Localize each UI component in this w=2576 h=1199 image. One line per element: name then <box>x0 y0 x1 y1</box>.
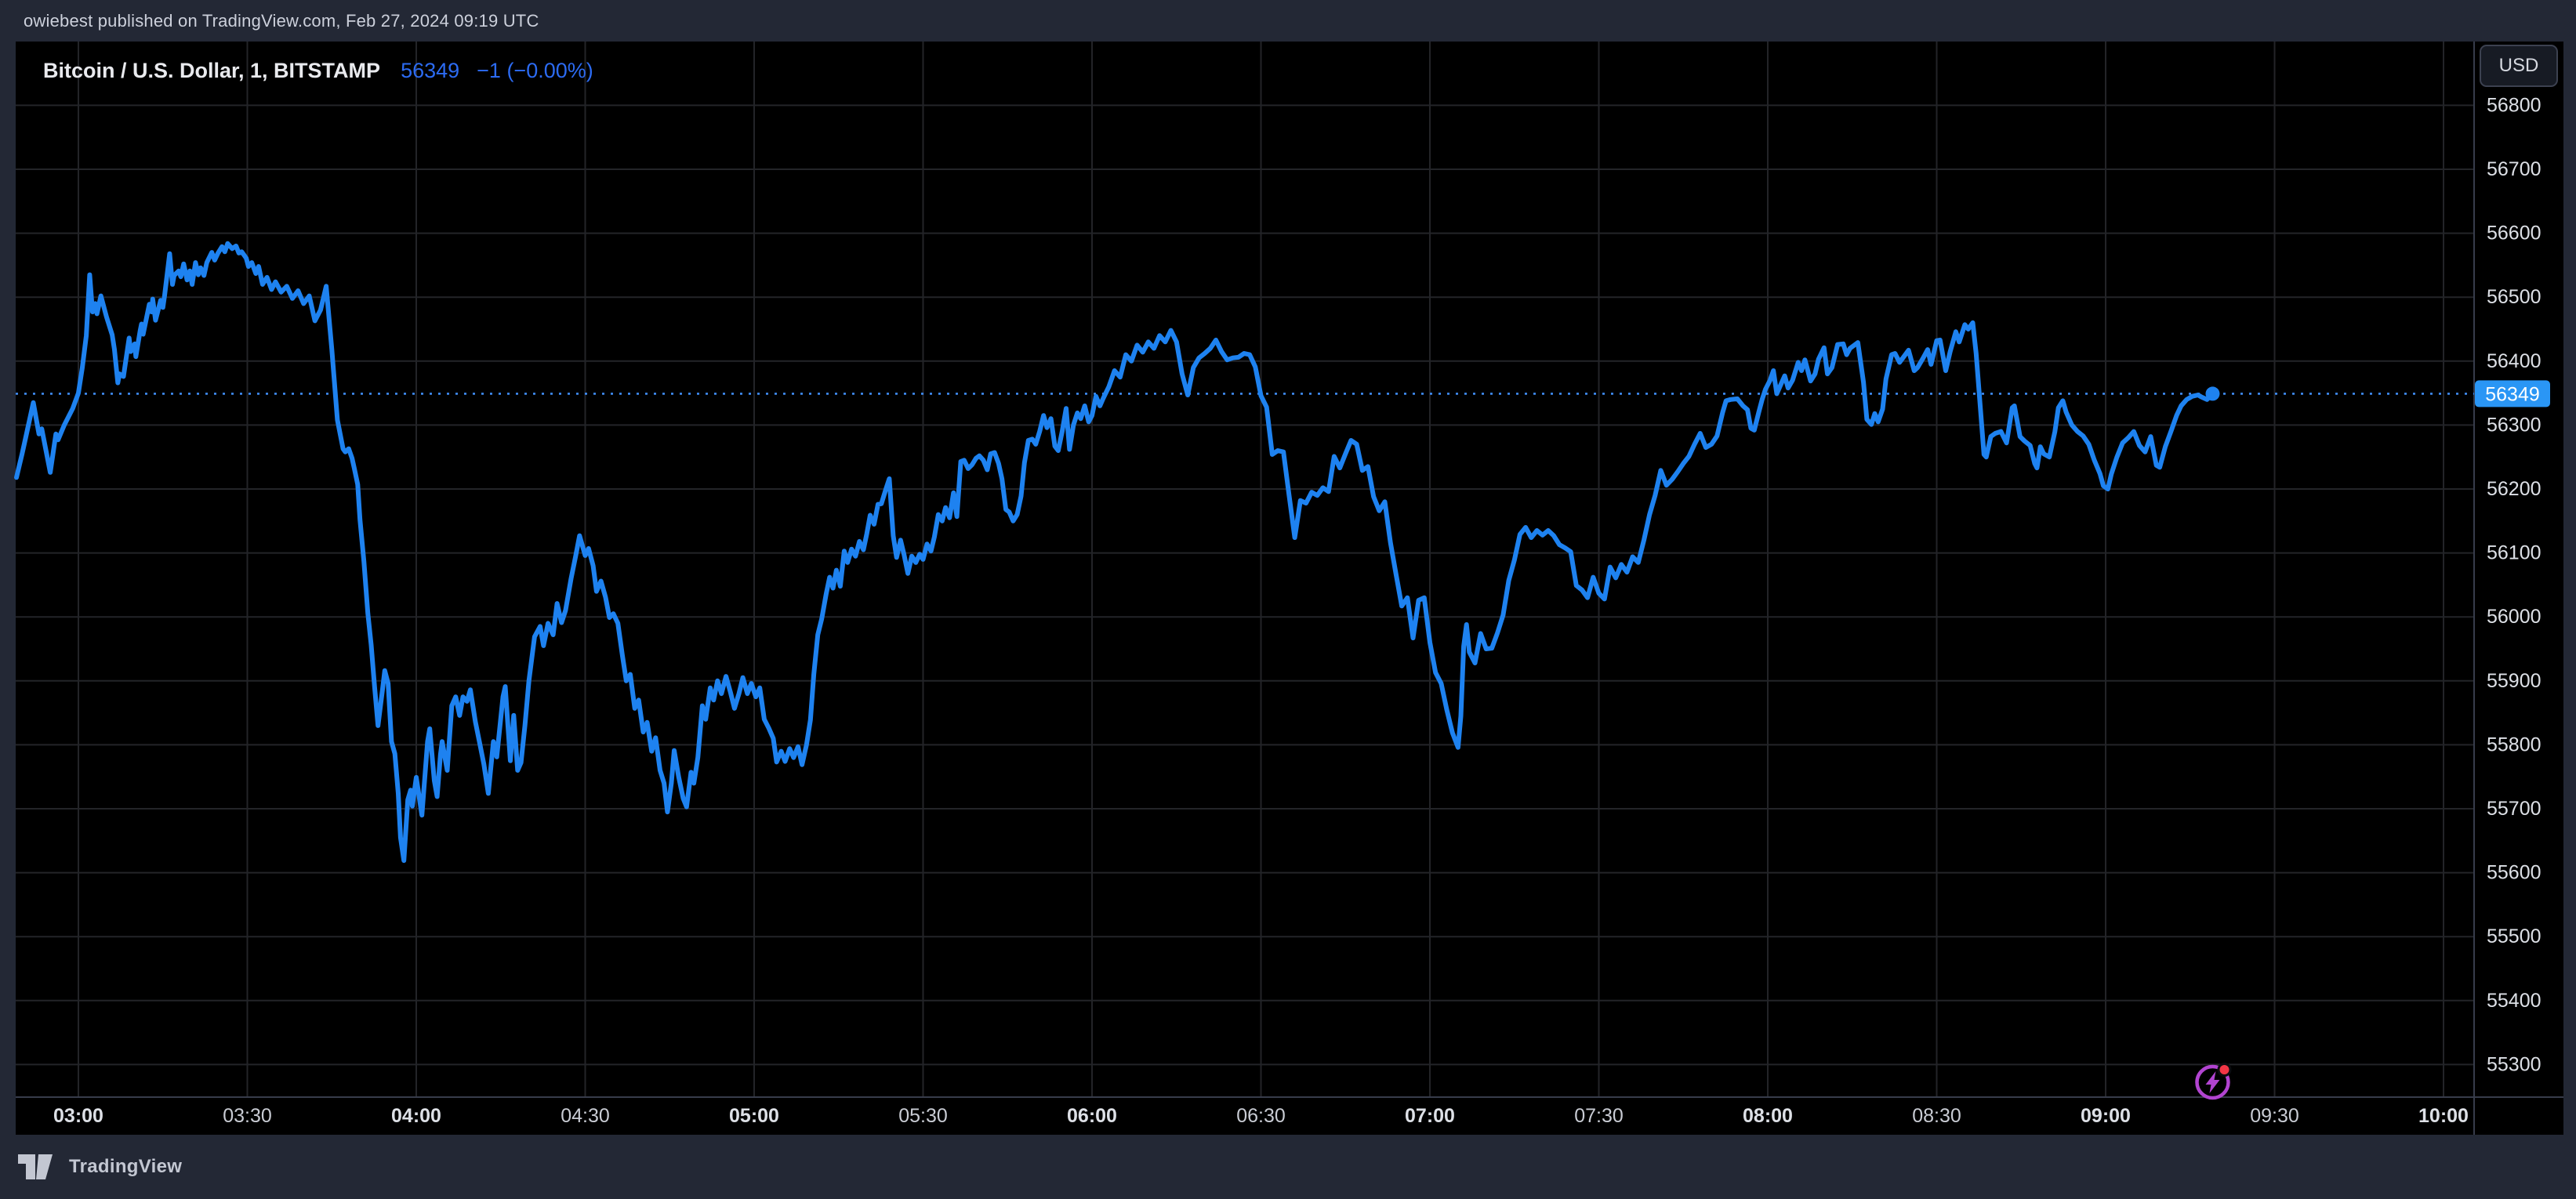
chart-legend[interactable]: Bitcoin / U.S. Dollar, 1, BITSTAMP 56349… <box>43 56 593 85</box>
last-price-tag <box>2475 380 2550 408</box>
time-axis-label[interactable]: 04:30 <box>561 1105 610 1127</box>
time-axis-label[interactable]: 04:00 <box>391 1105 441 1127</box>
tradingview-logo-icon[interactable] <box>17 1154 53 1180</box>
time-axis-label[interactable]: 10:00 <box>2418 1105 2469 1127</box>
currency-unit-button[interactable]: USD <box>2480 45 2558 87</box>
time-axis-label[interactable]: 08:00 <box>1743 1105 1793 1127</box>
time-axis-label[interactable]: 05:30 <box>898 1105 948 1127</box>
attribution-bar: owiebest published on TradingView.com, F… <box>0 0 2576 42</box>
price-line-series <box>14 241 2215 864</box>
price-axis-label[interactable]: 55400 <box>2487 990 2542 1012</box>
price-axis-label[interactable]: 55900 <box>2487 670 2542 692</box>
alert-red-dot <box>2217 1063 2232 1077</box>
time-axis-label[interactable]: 05:00 <box>729 1105 779 1127</box>
price-axis-label[interactable]: 56300 <box>2487 414 2542 436</box>
last-price-tag-value: 56349 <box>2485 383 2540 405</box>
time-axis-label[interactable]: 09:00 <box>2081 1105 2131 1127</box>
time-axis-label[interactable]: 08:30 <box>1912 1105 1961 1127</box>
time-axis-label[interactable]: 09:30 <box>2250 1105 2299 1127</box>
quote-price: 56349 <box>401 58 460 82</box>
time-axis-label[interactable]: 07:00 <box>1405 1105 1455 1127</box>
time-axis-label[interactable]: 03:30 <box>223 1105 272 1127</box>
time-axis-label[interactable]: 06:30 <box>1236 1105 1286 1127</box>
symbol-title[interactable]: Bitcoin / U.S. Dollar, 1, BITSTAMP <box>43 58 381 82</box>
tradingview-brand-text[interactable]: TradingView <box>69 1156 183 1177</box>
price-axis-label[interactable]: 56800 <box>2487 94 2542 116</box>
price-axis-label[interactable]: 55700 <box>2487 798 2542 820</box>
attribution-text: owiebest published on TradingView.com, F… <box>24 10 539 31</box>
time-axis-label[interactable]: 06:00 <box>1067 1105 1117 1127</box>
price-axis-label[interactable]: 55300 <box>2487 1053 2542 1075</box>
price-axis-label[interactable]: 55800 <box>2487 734 2542 755</box>
flash-bolt-glyph <box>2205 1071 2220 1093</box>
time-axis-label[interactable]: 03:00 <box>53 1105 103 1127</box>
price-axis-label[interactable]: 56500 <box>2487 286 2542 308</box>
price-axis-label[interactable]: 55600 <box>2487 862 2542 884</box>
price-axis-label[interactable]: 55500 <box>2487 926 2542 947</box>
price-axis-label[interactable]: 56000 <box>2487 606 2542 628</box>
chart-background <box>16 42 2563 1135</box>
price-axis-label[interactable]: 56100 <box>2487 542 2542 564</box>
last-price-dot <box>2205 386 2220 401</box>
quote-change: −1 (−0.00%) <box>477 58 593 82</box>
footer-bar: TradingView <box>0 1135 2576 1199</box>
last-quote: 56349 −1 (−0.00%) <box>401 59 593 83</box>
flash-event-icon[interactable] <box>2195 1064 2230 1100</box>
price-axis-label[interactable]: 56400 <box>2487 350 2542 372</box>
currency-unit-label: USD <box>2498 55 2539 76</box>
time-axis-label[interactable]: 07:30 <box>1574 1105 1624 1127</box>
price-axis-label[interactable]: 56700 <box>2487 158 2542 180</box>
price-axis-label[interactable]: 56600 <box>2487 223 2542 245</box>
price-axis-label[interactable]: 56200 <box>2487 478 2542 500</box>
